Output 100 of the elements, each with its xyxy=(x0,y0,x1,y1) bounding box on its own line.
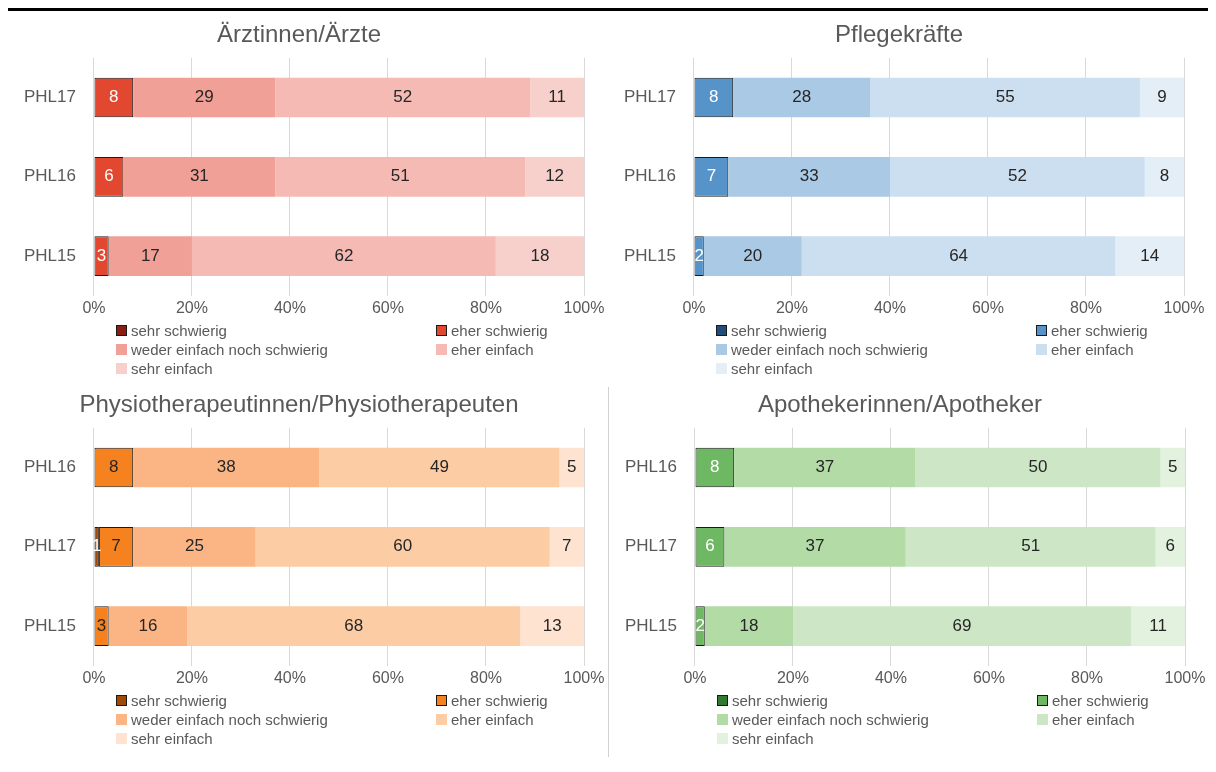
bar xyxy=(133,526,256,567)
bar xyxy=(275,77,531,118)
data-label: 69 xyxy=(952,615,972,635)
data-label: 11 xyxy=(548,87,566,107)
data-label: 37 xyxy=(805,536,825,556)
legend-label: eher einfach xyxy=(451,340,534,359)
chart-title: Pflegekräfte xyxy=(834,20,964,48)
data-label: 9 xyxy=(1157,87,1167,107)
data-label: 2 xyxy=(695,615,705,635)
x-tick-label: 40% xyxy=(273,668,306,686)
y-tick-label: PHL16 xyxy=(24,166,76,186)
bar xyxy=(728,156,890,197)
bar xyxy=(319,447,560,488)
legend-label: eher schwierig xyxy=(451,691,548,710)
bar xyxy=(549,526,584,567)
chart-title: Apothekerinnen/Apotheker xyxy=(757,390,1043,418)
bar xyxy=(495,236,584,276)
bar xyxy=(1144,156,1184,197)
data-label: 14 xyxy=(1140,245,1160,265)
bar xyxy=(255,526,550,567)
legend-label: weder einfach noch schwierig xyxy=(131,340,328,359)
legend-label: sehr schwierig xyxy=(131,321,227,340)
data-label: 31 xyxy=(189,166,209,186)
bar xyxy=(889,156,1145,197)
legend-label: sehr einfach xyxy=(131,359,213,378)
data-label: 38 xyxy=(216,457,236,477)
bar xyxy=(733,77,871,118)
legend-label: eher schwierig xyxy=(1052,691,1149,710)
y-tick-label: PHL16 xyxy=(24,457,76,477)
x-tick-label: 0% xyxy=(683,668,707,686)
bar xyxy=(123,156,276,197)
data-label: 33 xyxy=(799,166,819,186)
bar xyxy=(191,236,496,276)
data-label: 5 xyxy=(1168,457,1178,477)
legend-label: sehr schwierig xyxy=(731,321,827,340)
bar xyxy=(559,447,584,488)
bar xyxy=(704,606,793,646)
data-label: 28 xyxy=(792,87,812,107)
y-tick-label: PHL17 xyxy=(624,87,676,107)
x-tick-label: 80% xyxy=(469,668,503,686)
x-tick-label: 100% xyxy=(1164,668,1206,686)
x-tick-label: 40% xyxy=(273,298,306,316)
data-label: 18 xyxy=(530,245,550,265)
x-tick-label: 40% xyxy=(873,298,906,316)
data-label: 8 xyxy=(710,457,720,477)
data-label: 6 xyxy=(705,536,715,556)
y-tick-label: PHL16 xyxy=(624,166,676,186)
data-label: 51 xyxy=(1021,536,1041,556)
bar xyxy=(525,156,584,197)
data-label: 3 xyxy=(96,245,107,265)
data-label: 60 xyxy=(393,536,413,556)
legend-label: eher einfach xyxy=(1051,340,1134,359)
x-tick-label: 20% xyxy=(776,668,809,686)
bar xyxy=(905,526,1156,567)
data-label: 7 xyxy=(562,536,572,556)
y-tick-label: PHL17 xyxy=(625,536,677,556)
bar xyxy=(801,236,1116,276)
x-tick-label: 20% xyxy=(175,298,208,316)
data-label: 5 xyxy=(567,457,577,477)
bar xyxy=(108,606,188,646)
bar xyxy=(915,447,1161,488)
legend-label: sehr schwierig xyxy=(732,691,828,710)
legend-label: sehr einfach xyxy=(732,729,814,748)
bar xyxy=(1155,526,1185,567)
bar xyxy=(133,77,276,118)
legend-label: weder einfach noch schwierig xyxy=(731,340,928,359)
bar xyxy=(275,156,526,197)
data-label: 20 xyxy=(743,245,763,265)
data-label: 13 xyxy=(542,615,562,635)
data-label: 62 xyxy=(334,245,354,265)
data-label: 8 xyxy=(1159,166,1170,186)
legend-label: eher schwierig xyxy=(451,321,548,340)
bar xyxy=(870,77,1140,118)
data-label: 6 xyxy=(1165,536,1176,556)
bar xyxy=(1160,447,1185,488)
data-label: 8 xyxy=(709,87,719,107)
data-label: 51 xyxy=(390,166,410,186)
bar xyxy=(724,526,906,567)
legend-label: eher schwierig xyxy=(1051,321,1148,340)
data-label: 8 xyxy=(109,457,119,477)
data-label: 52 xyxy=(1007,166,1027,186)
data-label: 3 xyxy=(96,615,107,635)
x-tick-label: 100% xyxy=(563,298,605,316)
bar xyxy=(530,77,584,118)
data-label: 52 xyxy=(393,87,413,107)
y-tick-label: PHL17 xyxy=(24,536,76,556)
data-label: 7 xyxy=(111,536,121,556)
x-tick-label: 80% xyxy=(469,298,503,316)
legend-label: sehr einfach xyxy=(731,359,813,378)
x-tick-label: 100% xyxy=(563,668,605,686)
legend-label: weder einfach noch schwierig xyxy=(732,710,929,729)
data-label: 49 xyxy=(429,457,449,477)
chart-title: Ärztinnen/Ärzte xyxy=(216,20,382,48)
y-tick-label: PHL17 xyxy=(24,87,76,107)
data-label: 55 xyxy=(995,87,1015,107)
x-tick-label: 0% xyxy=(682,298,706,316)
x-tick-label: 60% xyxy=(971,298,1005,316)
data-label: 8 xyxy=(109,87,119,107)
chart-title: Physiotherapeutinnen/Physiotherapeuten xyxy=(79,390,519,418)
data-label: 11 xyxy=(1149,615,1167,635)
